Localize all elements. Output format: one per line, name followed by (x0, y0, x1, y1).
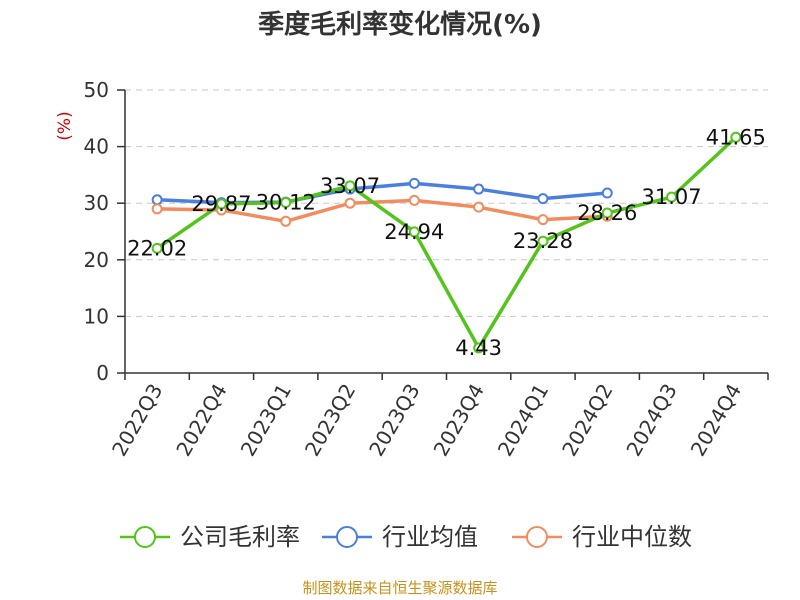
x-tick-label: 2023Q2 (300, 380, 360, 461)
data-point (215, 198, 227, 210)
data-point (601, 207, 613, 219)
data-point (408, 194, 420, 206)
x-tick-label: 2022Q3 (107, 380, 167, 461)
data-point (408, 226, 420, 238)
data-point (601, 187, 613, 199)
data-point (151, 242, 163, 254)
data-label: 23.28 (513, 229, 573, 253)
x-tick-label: 2023Q1 (236, 380, 296, 461)
data-label: 22.02 (127, 236, 187, 260)
y-tick-label: 40 (84, 135, 109, 159)
data-point (280, 197, 292, 209)
data-label: 41.65 (706, 125, 766, 149)
data-point (537, 214, 549, 226)
data-label: 24.94 (384, 220, 444, 244)
y-tick-label: 20 (84, 248, 109, 272)
source-note: 制图数据来自恒生聚源数据库 (302, 579, 498, 597)
x-tick-label: 2023Q4 (429, 380, 489, 461)
x-tick-label: 2024Q4 (686, 380, 746, 461)
y-tick-label: 30 (84, 191, 109, 215)
data-point (151, 203, 163, 215)
data-point (666, 191, 678, 203)
data-point (344, 197, 356, 209)
data-label: 30.12 (256, 191, 316, 215)
x-tick-label: 2023Q3 (364, 380, 424, 461)
data-point (537, 193, 549, 205)
data-point (280, 215, 292, 227)
legend-marker (336, 526, 358, 548)
legend-label: 行业中位数 (572, 523, 692, 551)
series-lines (156, 135, 738, 350)
data-point (730, 131, 742, 143)
legend-label: 行业均值 (382, 523, 478, 551)
data-label: 29.87 (191, 192, 251, 216)
data-label: 31.07 (641, 185, 701, 209)
x-tick-label: 2024Q2 (557, 380, 617, 461)
y-tick-label: 10 (84, 304, 109, 328)
series-line-3 (157, 198, 608, 224)
y-axis-label: (%) (55, 111, 75, 140)
legend-marker (134, 526, 156, 548)
x-tick-label: 2024Q1 (493, 380, 553, 461)
data-label: 4.43 (455, 336, 502, 360)
legend-marker (526, 526, 548, 548)
x-tick-label: 2022Q4 (171, 380, 231, 461)
x-tick-label: 2024Q3 (621, 380, 681, 461)
data-point (151, 194, 163, 206)
series-line-1 (156, 135, 738, 350)
data-label: 28.26 (577, 201, 637, 225)
data-point (473, 342, 485, 354)
data-point (473, 201, 485, 213)
data-point (408, 177, 420, 189)
data-point (537, 235, 549, 247)
y-tick-label: 0 (96, 361, 109, 385)
legend-label: 公司毛利率 (180, 523, 300, 551)
y-tick-label: 50 (84, 78, 109, 102)
data-point (473, 183, 485, 195)
data-label: 33.07 (320, 174, 380, 198)
data-points (151, 131, 742, 354)
chart-title: 季度毛利率变化情况(%) (258, 10, 542, 40)
legend: 公司毛利率 行业均值 行业中位数 (120, 523, 692, 551)
data-point (344, 180, 356, 192)
